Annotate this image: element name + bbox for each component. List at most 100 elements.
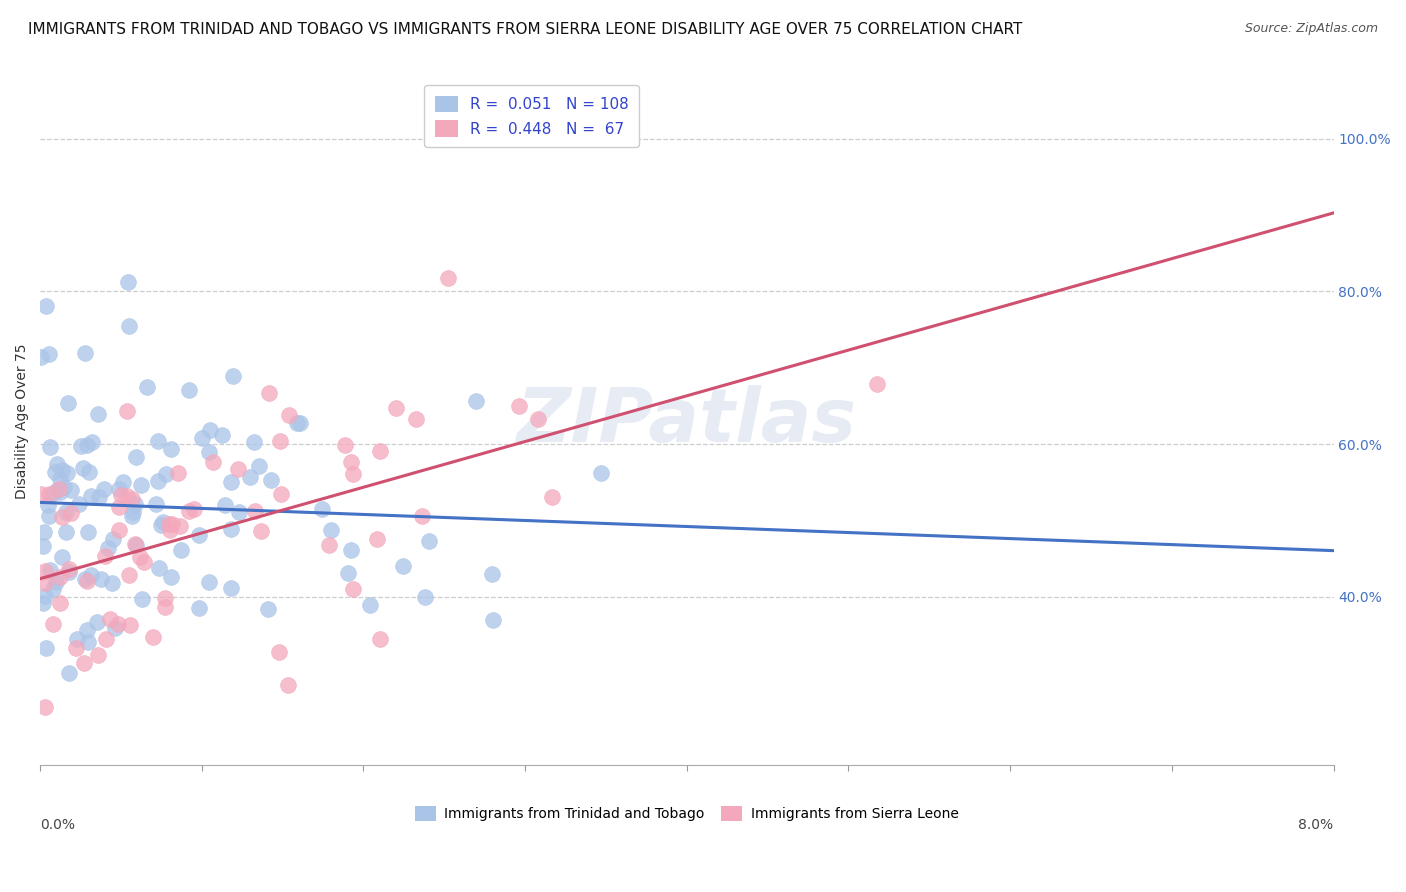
Point (541, 490, 564, 504)
Point (37, 498, 59, 512)
Point (49, 595, 72, 609)
Point (146, 434, 169, 448)
Point (145, 497, 167, 511)
Point (66, 632, 89, 647)
Point (34, 564, 56, 578)
Point (277, 677, 299, 691)
Point (98, 612, 121, 626)
Text: 8.0%: 8.0% (1298, 819, 1333, 832)
Point (117, 319, 139, 334)
Point (76, 574, 98, 588)
Point (51, 462, 73, 476)
Point (465, 394, 488, 409)
Point (342, 582, 364, 597)
Point (121, 509, 143, 524)
Point (34, 590, 56, 604)
Point (169, 519, 191, 533)
Point (121, 492, 143, 507)
Point (58, 395, 80, 409)
Point (115, 489, 138, 503)
Point (107, 523, 129, 537)
Point (93, 482, 115, 496)
Point (77, 465, 100, 479)
Point (392, 558, 415, 573)
Point (333, 437, 356, 451)
Point (129, 549, 152, 564)
Point (190, 431, 212, 445)
Point (90, 572, 112, 586)
Text: ZIPatlas: ZIPatlas (517, 384, 856, 458)
Point (290, 416, 312, 430)
Point (117, 275, 139, 289)
Point (155, 467, 177, 482)
Point (42, 582, 65, 597)
Point (80, 567, 103, 582)
Point (67, 497, 90, 511)
Point (32, 524, 55, 539)
Point (72, 461, 94, 475)
Point (134, 555, 156, 569)
Point (159, 524, 181, 538)
Point (481, 566, 503, 581)
Point (38, 486, 60, 500)
Point (76, 624, 98, 638)
Point (160, 442, 183, 456)
Point (59, 483, 82, 498)
Point (226, 462, 249, 476)
Point (49, 484, 72, 499)
Point (58, 666, 80, 681)
Point (34, 576, 56, 591)
Point (177, 504, 200, 518)
Legend: Immigrants from Trinidad and Tobago, Immigrants from Sierra Leone: Immigrants from Trinidad and Tobago, Imm… (409, 801, 965, 827)
Point (508, 399, 530, 413)
Point (108, 482, 131, 496)
Point (30, 487, 52, 501)
Point (228, 505, 250, 519)
Point (183, 502, 205, 516)
Point (32, 596, 55, 610)
Point (104, 621, 127, 635)
Point (118, 618, 141, 632)
Point (125, 450, 148, 465)
Point (124, 537, 146, 551)
Point (214, 499, 236, 513)
Point (359, 598, 381, 612)
Point (73, 346, 96, 360)
Point (198, 574, 221, 589)
Point (55, 466, 77, 480)
Point (211, 427, 233, 442)
Point (110, 488, 132, 502)
Point (103, 533, 125, 547)
Point (243, 435, 266, 450)
Point (60, 506, 83, 520)
Point (200, 423, 222, 437)
Point (318, 538, 340, 552)
Point (107, 617, 129, 632)
Text: 0.0%: 0.0% (41, 819, 75, 832)
Point (86, 615, 108, 629)
Point (285, 416, 308, 430)
Point (527, 412, 550, 426)
Point (866, 377, 889, 392)
Point (73, 656, 96, 670)
Point (76, 438, 98, 452)
Point (46, 457, 69, 471)
Point (117, 404, 139, 418)
Point (77, 525, 100, 540)
Point (142, 631, 165, 645)
Point (270, 487, 292, 501)
Point (53, 480, 76, 494)
Point (267, 645, 290, 659)
Point (73, 572, 96, 586)
Point (260, 473, 283, 487)
Point (339, 542, 361, 557)
Point (42, 616, 65, 631)
Point (39, 563, 62, 577)
Point (118, 568, 141, 582)
Point (366, 532, 388, 546)
Point (51, 549, 73, 564)
Point (101, 575, 124, 590)
Point (35, 641, 58, 656)
Point (39, 440, 62, 454)
Point (131, 477, 153, 491)
